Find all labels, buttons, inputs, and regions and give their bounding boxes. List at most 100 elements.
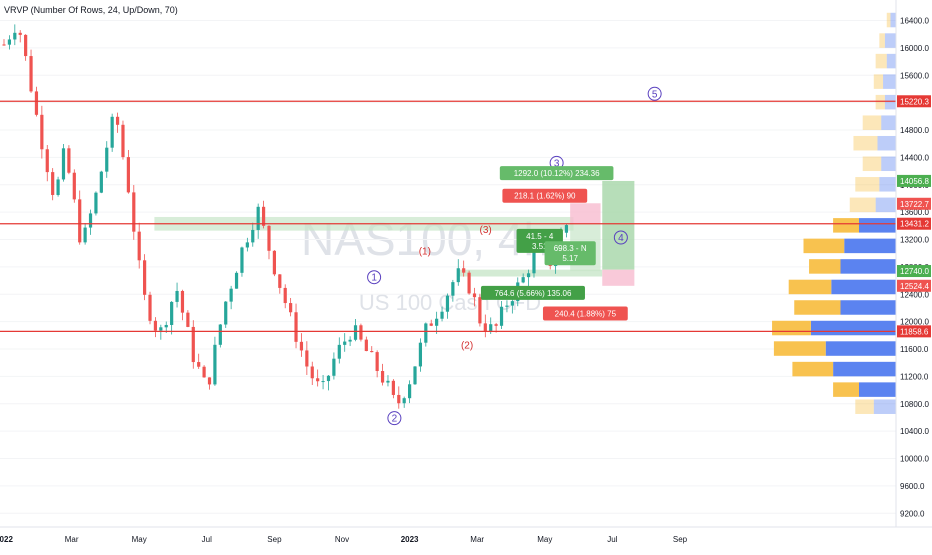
candle-body [283,287,287,304]
candle-body [175,290,179,302]
volume-profile-up-bar [859,382,896,397]
volume-profile-up-bar [825,341,896,356]
price-label-tag [897,95,931,108]
y-tick-label: 15600.0 [900,71,929,80]
price-label-tag [897,217,931,230]
candle-body [78,199,82,243]
candle-body [489,324,493,332]
price-label-tag [897,265,931,278]
candle-body [337,344,341,359]
target-zone-2 [602,180,635,270]
candle-body [494,324,498,326]
y-tick-label: 14400.0 [900,153,929,162]
candle-body [88,213,93,228]
price-label-tag [897,197,931,210]
wave-label: 1 [371,273,377,284]
candle-body [7,39,12,45]
candle-body [115,116,120,125]
candle-body [391,380,395,395]
volume-profile-up-bar [831,279,896,295]
candle-body [397,394,401,404]
candle-body [143,260,147,295]
candle-body [40,114,44,150]
volume-profile-down-bar [853,135,878,151]
price-label-tag [897,325,931,338]
y-tick-label: 9600.0 [900,482,925,491]
y-tick-label: 14800.0 [900,126,929,135]
x-tick-label: Mar [65,535,79,544]
candle-body [29,56,33,92]
volume-profile-up-bar [833,361,896,377]
volume-profile-up-bar [881,156,896,172]
volume-profile-down-bar [873,74,884,89]
stop-zone-2 [602,269,635,286]
price-label-tag [897,279,931,292]
candle-body [191,326,195,363]
candle-body [375,352,379,372]
wave-label-circle [613,230,628,245]
candle-body [343,341,347,345]
candle-body [332,358,336,376]
candle-body [13,32,17,40]
candle-body [370,351,374,353]
volume-profile-up-bar [890,12,896,28]
candle-body [294,312,298,342]
y-tick-label: 11200.0 [900,372,929,381]
candle-body [261,206,266,226]
price-label-text: 12524.4 [900,282,929,291]
candle-body [186,312,190,327]
volume-profile-up-bar [879,177,896,192]
volume-profile-down-bar [875,94,885,110]
y-tick-label: 16400.0 [900,17,929,26]
measure-box [499,166,614,181]
volume-profile-down-bar [833,382,859,397]
wave-label: (3) [480,225,492,236]
volume-profile-down-bar [772,320,811,336]
candle-body [278,274,282,288]
measure-text: 698.3 - N [554,244,587,253]
volume-profile-down-bar [855,177,880,192]
volume-profile-up-bar [883,74,896,89]
measure-text: 1292.0 (10.12%) 234.36 [514,169,600,178]
candle-body [72,172,76,200]
candle-body [272,250,276,275]
candle-body [67,148,71,173]
candle-body [148,294,152,321]
volume-profile-up-bar [859,218,896,233]
candle-body [413,366,417,385]
time-axis[interactable] [0,527,932,550]
volume-profile-down-bar [862,115,882,130]
volume-profile-down-bar [773,341,826,356]
measure-box [542,306,628,321]
candle-body [472,293,477,298]
y-tick-label: 11600.0 [900,345,929,354]
candle-body [126,157,130,193]
candle-body [121,124,125,158]
candle-body [310,366,314,379]
candle-body [83,227,87,243]
candle-body [462,268,466,273]
x-tick-label: Jul [607,535,617,544]
candle-body [408,384,412,399]
x-tick-label: 2023 [401,535,419,544]
candle-body [218,324,222,345]
y-tick-label: 12400.0 [900,290,929,299]
volume-profile-up-bar [873,399,896,414]
candle-body [429,323,433,326]
candle-body [418,342,423,367]
candle-body [245,242,249,248]
candle-body [402,398,406,404]
measure-text: 41.5 - 4 [526,232,554,241]
candle-body [353,325,358,340]
candle-body [229,288,233,302]
indicator-label: VRVP (Number Of Rows, 24, Up/Down, 70) [4,5,178,15]
candle-body [164,324,168,328]
measure-text: 5.17 [562,254,578,263]
wave-label: 4 [618,233,624,244]
candle-body [18,32,22,35]
candle-body [234,272,239,289]
y-tick-label: 10000.0 [900,455,929,464]
volume-profile-down-bar [803,238,845,254]
